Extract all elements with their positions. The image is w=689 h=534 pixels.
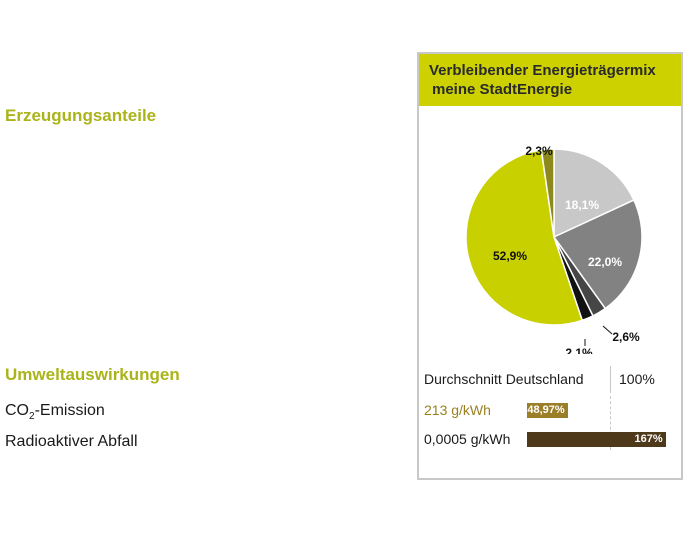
pie-slice [553, 148, 635, 239]
pie-slice-label: 2,1% [565, 346, 593, 354]
co2-emission-label: CO2-Emission [5, 402, 105, 422]
co2-subscript: 2 [29, 411, 35, 423]
average-germany-label: Durchschnitt Deutschland [424, 371, 584, 387]
co2-prefix: CO [5, 402, 29, 419]
average-germany-value: 100% [619, 371, 655, 387]
radioactive-waste-label: Radioaktiver Abfall [5, 433, 138, 450]
pie-slice-label: 2,6% [612, 330, 640, 344]
co2-suffix: -Emission [34, 402, 105, 419]
environment-section-title: Umweltauswirkungen [5, 365, 180, 384]
co2-comparison-bar: 48,97% [527, 403, 568, 418]
average-marker-line [610, 396, 611, 450]
waste-percent-label: 167% [634, 433, 663, 445]
pie-slice-label: 18,1% [565, 198, 599, 212]
pie-slice-label: 2,3% [525, 144, 553, 158]
waste-comparison-bar: 167% [527, 432, 666, 447]
radioactive-waste-value: 0,0005 g/kWh [424, 431, 511, 447]
panel-title-line1: Verbleibender Energieträgermix [429, 62, 656, 79]
co2-emission-value: 213 g/kWh [424, 402, 491, 418]
pie-leader-line [602, 325, 613, 335]
panel-title-line2: meine StadtEnergie [432, 81, 573, 98]
pie-slice-label: 52,9% [493, 249, 527, 263]
pie-slice [465, 149, 584, 326]
average-divider [610, 366, 611, 393]
co2-percent-label: 48,97% [527, 404, 565, 416]
generation-section-title: Erzeugungsanteile [5, 106, 157, 125]
panel-header: Verbleibender Energieträgermix meine Sta… [419, 54, 681, 106]
energy-mix-panel: Verbleibender Energieträgermix meine Sta… [417, 52, 683, 480]
pie-slice-label: 22,0% [588, 255, 622, 269]
pie-slice [540, 148, 555, 238]
pie-slice [552, 199, 643, 310]
energy-mix-pie-chart: 18,1% 22,0% 2,6% 2,1% 52,9% 2,3% [465, 144, 643, 354]
